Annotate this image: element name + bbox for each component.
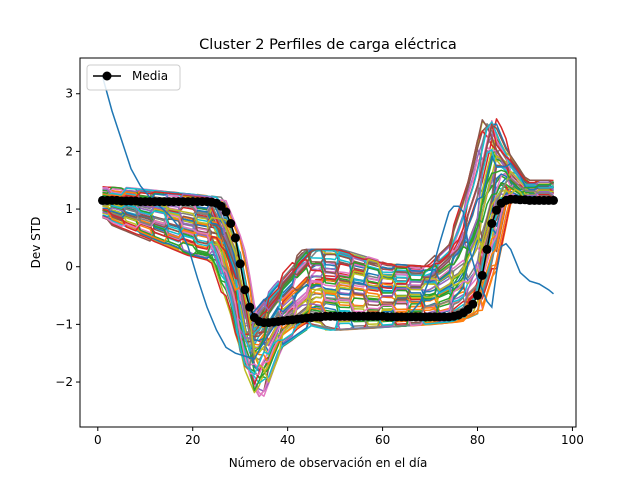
mean-point (487, 219, 497, 228)
mean-point (473, 291, 482, 300)
member-profile (102, 169, 554, 360)
member-profile (102, 195, 554, 376)
mean-point (235, 259, 245, 269)
y-tick-label: −1 (55, 317, 73, 331)
x-tick-label: 80 (470, 433, 485, 447)
member-profile (102, 188, 554, 383)
plot-area (98, 76, 558, 398)
mean-point (482, 244, 492, 254)
mean-point (492, 205, 501, 215)
mean-point (245, 302, 255, 312)
mean-point (221, 207, 231, 217)
member-profile (102, 192, 554, 376)
y-tick-label: 2 (65, 144, 73, 158)
y-tick-label: 1 (65, 202, 73, 216)
legend: Media (86, 64, 181, 91)
y-axis-label: Dev STD (29, 217, 43, 269)
mean-point (549, 195, 558, 205)
x-axis-label: Número de observación en el día (229, 456, 428, 470)
x-tick-label: 60 (375, 433, 390, 447)
x-tick-label: 40 (280, 433, 295, 447)
y-tick-label: −2 (55, 375, 73, 389)
legend-entry-media: Media (132, 69, 168, 83)
x-axis-ticks: 0 20 40 60 80 100 (94, 427, 584, 447)
y-tick-label: 3 (65, 87, 73, 101)
mean-point (477, 270, 487, 280)
chart-title: Cluster 2 Perfiles de carga eléctrica (199, 37, 457, 53)
mean-point (240, 285, 250, 295)
mean-point (468, 299, 478, 309)
legend-marker-swatch (102, 71, 112, 81)
x-tick-label: 20 (185, 433, 200, 447)
x-tick-label: 0 (94, 433, 102, 447)
member-profile (102, 121, 554, 352)
member-profile (102, 170, 554, 351)
member-profile (102, 155, 554, 342)
y-tick-label: 0 (65, 260, 73, 274)
mean-point (230, 233, 240, 243)
mean-point (226, 219, 236, 228)
mean-series-line (98, 194, 558, 328)
x-tick-label: 100 (561, 433, 584, 447)
y-axis-ticks: −2 −1 0 1 2 3 (55, 87, 80, 389)
legend-box (86, 64, 181, 91)
axes-frame (79, 57, 577, 428)
